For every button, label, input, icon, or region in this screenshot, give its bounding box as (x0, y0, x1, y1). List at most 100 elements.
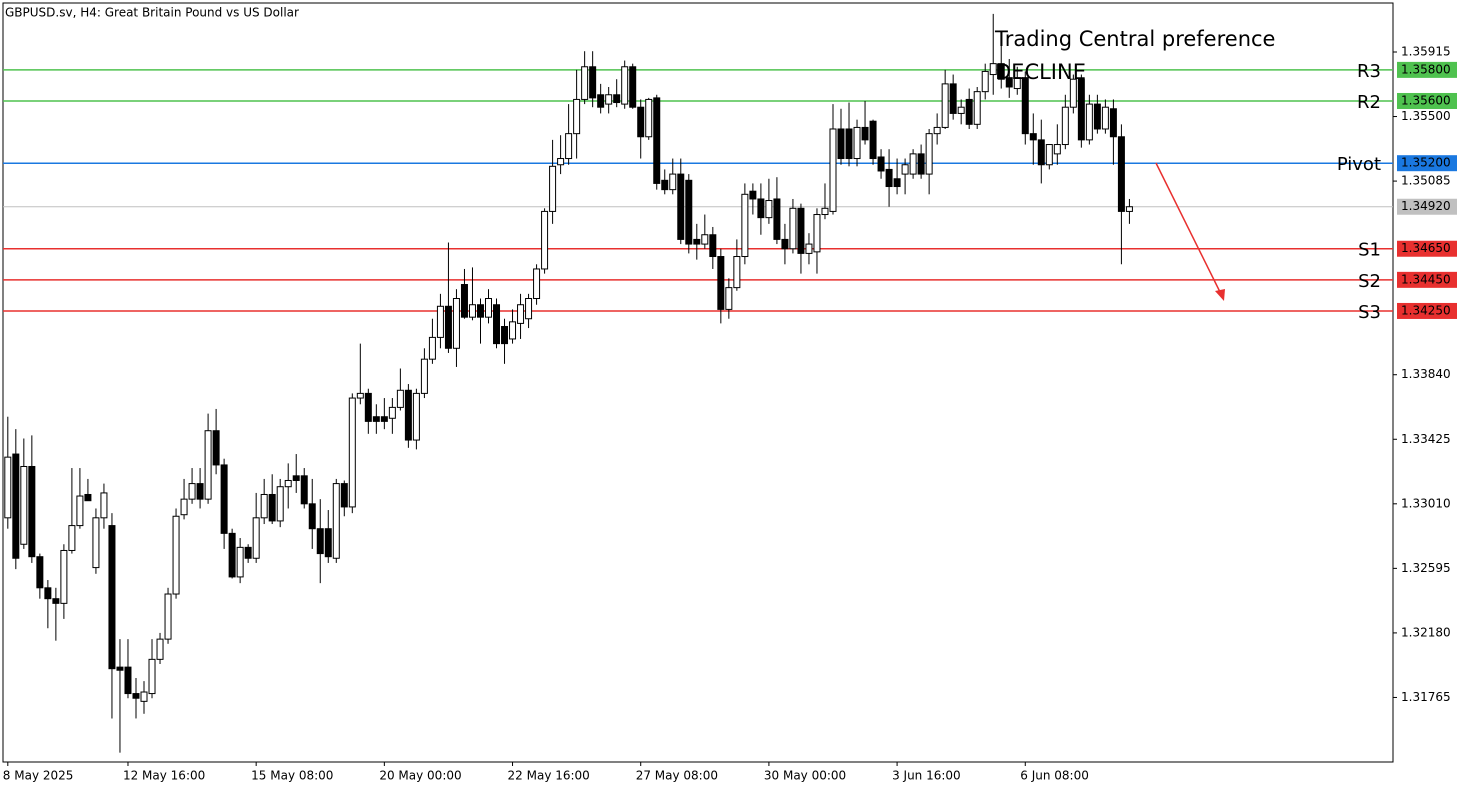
candle-body (925, 133, 933, 175)
candle-body (308, 503, 316, 530)
candle-body (597, 94, 605, 108)
level-name: R2 (1357, 92, 1381, 113)
candle-body (573, 98, 581, 135)
candle-body (436, 305, 444, 338)
candle-body (829, 128, 837, 212)
candle-body (997, 63, 1005, 80)
candle-body (1117, 136, 1125, 212)
candle-body (244, 546, 252, 559)
candle-body (805, 243, 813, 254)
candle-body (4, 456, 12, 519)
candle-body (661, 179, 669, 191)
candle-body (933, 126, 941, 135)
candle-body (1077, 78, 1085, 141)
candle-body (228, 532, 236, 578)
candle-body (653, 97, 661, 184)
candle-body (36, 556, 44, 589)
candle-body (188, 483, 196, 500)
candle-body (324, 528, 332, 558)
candle-body (1013, 77, 1021, 90)
candle-body (156, 638, 164, 660)
x-tick-label: 30 May 00:00 (764, 769, 846, 783)
candle-body (917, 153, 925, 175)
level-box (1397, 92, 1457, 109)
candle-body (276, 486, 284, 522)
candle-body (1037, 139, 1045, 166)
candle-body (444, 305, 452, 349)
candle-body (364, 392, 372, 422)
candle-body (1029, 133, 1037, 141)
candle-body (677, 173, 685, 240)
candle-body (420, 358, 428, 394)
x-tick-label: 3 Jun 16:00 (892, 769, 961, 783)
candle-body (949, 83, 957, 114)
candle-body (164, 593, 172, 640)
candle-body (316, 528, 324, 555)
candle-body (589, 66, 597, 99)
level-label: 1.34650 (1401, 241, 1451, 255)
candle-body (989, 63, 997, 76)
candle-body (20, 465, 28, 545)
candle-body (236, 546, 244, 578)
candle-body (44, 587, 52, 600)
candle-body (725, 287, 733, 310)
candle-body (789, 207, 797, 250)
candle-body (380, 416, 388, 422)
candle-body (60, 549, 68, 604)
candle-body (861, 126, 869, 141)
candle-body (629, 66, 637, 108)
candle-body (709, 234, 717, 258)
candle-body (981, 70, 989, 93)
candle-body (52, 598, 60, 604)
candle-body (476, 304, 484, 318)
candle-body (1101, 106, 1109, 130)
candle-body (372, 416, 380, 422)
candle-body (701, 234, 709, 245)
candle-body (284, 479, 292, 488)
candle-body (853, 126, 861, 160)
candle-body (973, 91, 981, 125)
candle-body (148, 658, 156, 695)
candle-body (581, 66, 589, 100)
y-tick-label: 1.33425 (1401, 432, 1451, 446)
x-tick-label: 15 May 08:00 (251, 769, 333, 783)
candle-body (541, 210, 549, 270)
candle-body (260, 493, 268, 519)
candle-body (212, 430, 220, 466)
x-tick-label: 12 May 16:00 (123, 769, 205, 783)
level-label: 1.34450 (1401, 272, 1451, 286)
candle-body (669, 173, 677, 191)
candle-body (621, 66, 629, 105)
candle-body (773, 198, 781, 240)
candle-body (172, 515, 180, 595)
y-tick-label: 1.32595 (1401, 561, 1451, 575)
chart-title: GBPUSD.sv, H4: Great Britain Pound vs US… (5, 6, 299, 20)
y-tick-label: 1.31765 (1401, 690, 1451, 704)
candle-body (1093, 103, 1101, 130)
y-tick-label: 1.35915 (1401, 44, 1451, 58)
candle-body (116, 666, 124, 671)
candle-body (821, 207, 829, 216)
x-tick-label: 27 May 08:00 (636, 769, 718, 783)
level-label: 1.34250 (1401, 303, 1451, 317)
candle-body (180, 498, 188, 516)
candle-body (268, 493, 276, 522)
candle-body (68, 525, 76, 551)
candle-body (428, 336, 436, 360)
level-box (1397, 271, 1457, 288)
candle-body (837, 128, 845, 160)
candle-body (1069, 78, 1077, 108)
candle-body (533, 268, 541, 300)
level-name: S3 (1358, 302, 1381, 323)
candle-body (1053, 144, 1061, 155)
candle-body (340, 483, 348, 508)
candle-body (1005, 77, 1013, 88)
candle-body (733, 256, 741, 289)
level-name: Pivot (1337, 154, 1381, 175)
level-box (1397, 155, 1457, 172)
candle-body (388, 406, 396, 419)
current-price-label: 1.34920 (1401, 199, 1451, 213)
candle-body (845, 128, 853, 160)
forecast-arrowhead (1215, 289, 1225, 301)
